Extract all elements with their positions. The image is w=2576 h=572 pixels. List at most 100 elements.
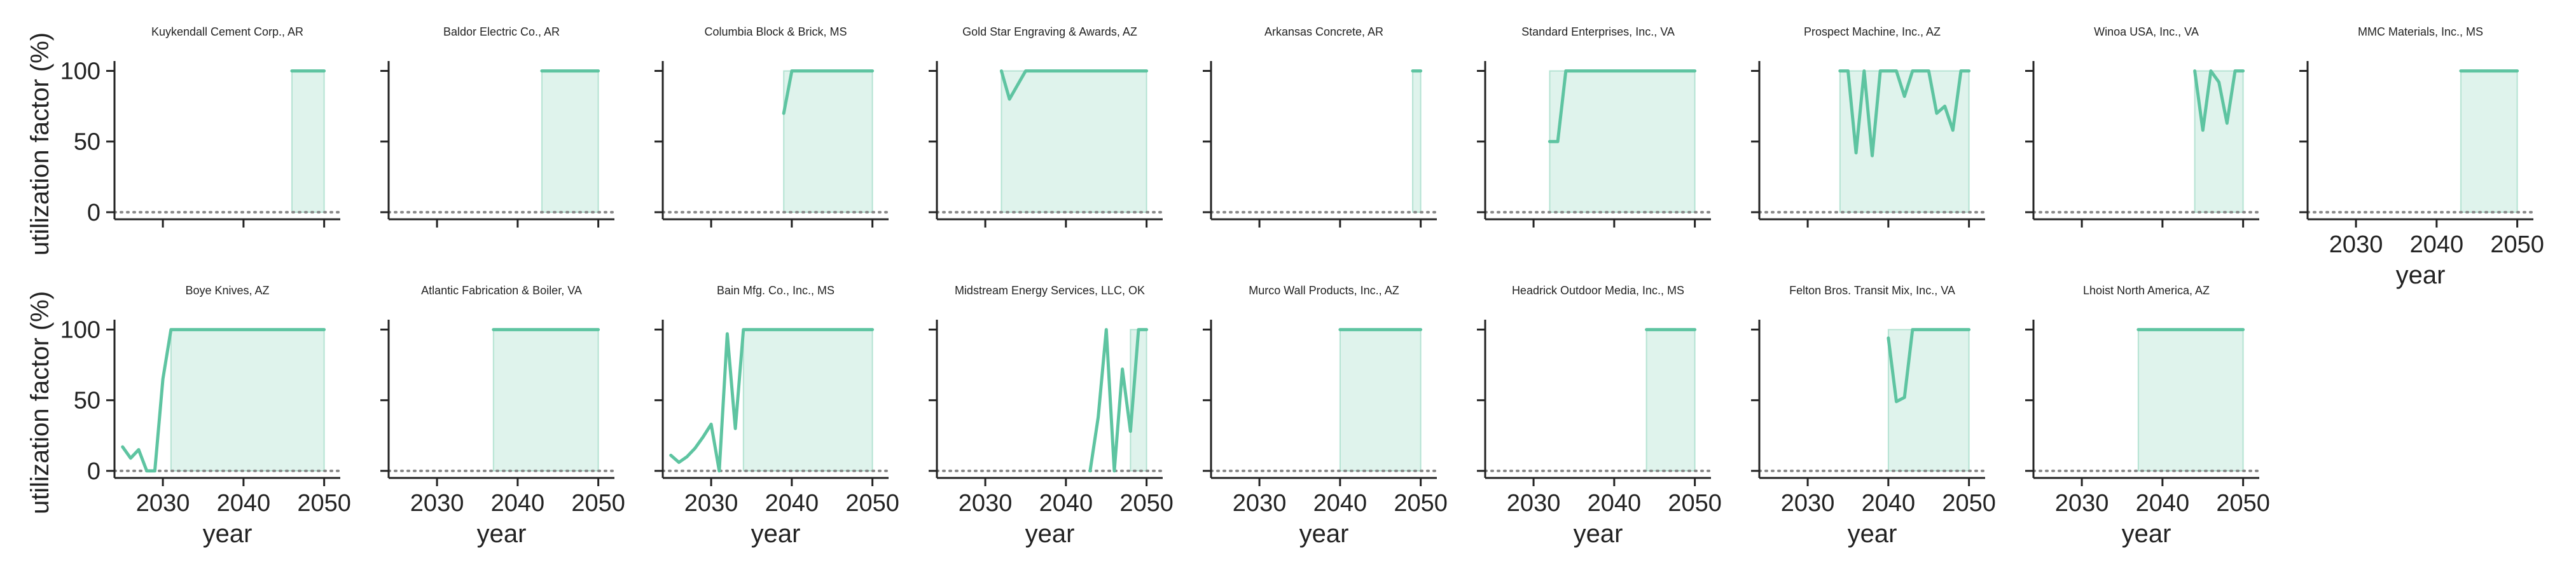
x-tick-label: 2050 [2490, 231, 2544, 258]
data-point [1911, 329, 1914, 331]
x-axis-label: year [2396, 261, 2446, 289]
data-point [791, 70, 793, 72]
data-point [1694, 70, 1696, 72]
data-point [1951, 129, 1954, 132]
data-point [1895, 400, 1898, 403]
subplot-title: Lhoist North America, AZ [2083, 284, 2210, 297]
subplot-6: Prospect Machine, Inc., AZ [1751, 25, 1986, 228]
subplot-12: Midstream Energy Services, LLC, OK 2030 20… [929, 284, 1174, 548]
x-tick-label: 2030 [684, 490, 738, 517]
y-tick-label: 100 [60, 317, 100, 344]
active-period-shade [1645, 329, 1696, 472]
data-point [1920, 70, 1922, 72]
data-point [1000, 70, 1002, 72]
subplot-title: MMC Materials, Inc., MS [2358, 25, 2483, 38]
data-point [1846, 70, 1849, 72]
data-point [1944, 105, 1946, 107]
x-tick-label: 2040 [765, 490, 819, 517]
data-point [734, 427, 737, 430]
data-point [1903, 95, 1906, 98]
subplot-3: Gold Star Engraving & Awards, AZ [929, 25, 1164, 228]
x-tick-label: 2050 [571, 490, 625, 517]
y-axis-label: utilization factor (%) [26, 32, 54, 255]
data-point [492, 329, 495, 331]
x-axis-label: year [1574, 520, 1623, 548]
subplot-8: MMC Materials, Inc., MS 2030 2040 2050 year [2299, 25, 2544, 289]
y-axis-label: utilization factor (%) [26, 291, 54, 514]
data-point [1565, 70, 1567, 72]
y-tick-label: 50 [74, 129, 100, 156]
active-period-shade [742, 329, 873, 472]
subplot-14: Headrick Outdoor Media, Inc., MS 2030 2040… [1477, 284, 1722, 548]
active-period-shade [2137, 329, 2244, 472]
subplot-5: Standard Enterprises, Inc., VA [1477, 25, 1712, 228]
data-point [2516, 70, 2519, 72]
x-axis-label: year [203, 520, 253, 548]
data-point [1927, 70, 1930, 72]
subplot-title: Midstream Energy Services, LLC, OK [955, 284, 1145, 297]
subplot-4: Arkansas Concrete, AR [1203, 25, 1438, 228]
data-point [2460, 70, 2462, 72]
y-tick-label: 0 [87, 200, 100, 226]
y-tick-label: 50 [74, 388, 100, 414]
x-tick-label: 2030 [2329, 231, 2383, 258]
subplot-title: Prospect Machine, Inc., AZ [1804, 25, 1941, 38]
active-period-shade [2194, 70, 2244, 213]
y-tick-label: 100 [60, 58, 100, 85]
data-point [1146, 70, 1148, 72]
data-point [1137, 329, 1140, 331]
data-point [742, 329, 745, 331]
utilization-line [999, 69, 1149, 101]
subplot-16: Lhoist North America, AZ 2030 2040 2050 year [2025, 284, 2270, 548]
x-tick-label: 2030 [1507, 490, 1561, 517]
subplot-title: Atlantic Fabrication & Boiler, VA [421, 284, 582, 297]
data-point [1968, 329, 1970, 331]
data-point [1420, 70, 1422, 72]
subplot-title: Gold Star Engraving & Awards, AZ [962, 25, 1137, 38]
subplot-title: Kuykendall Cement Corp., AR [151, 25, 303, 38]
data-point [677, 461, 680, 464]
subplot-title: Arkansas Concrete, AR [1264, 25, 1383, 38]
x-tick-label: 2030 [2055, 490, 2109, 517]
x-tick-label: 2030 [1233, 490, 1287, 517]
x-tick-label: 2040 [2136, 490, 2190, 517]
x-tick-label: 2040 [1862, 490, 1916, 517]
data-point [2201, 129, 2204, 132]
data-point [871, 329, 874, 331]
x-tick-label: 2040 [217, 490, 271, 517]
subplot-10: Atlantic Fabrication & Boiler, VA 2030 204… [380, 284, 625, 548]
data-point [1024, 70, 1027, 72]
x-tick-label: 2050 [2216, 490, 2270, 517]
subplot-title: Winoa USA, Inc., VA [2094, 25, 2199, 38]
data-point [1839, 70, 1841, 72]
data-point [1855, 152, 1857, 154]
data-point [121, 446, 124, 448]
data-point [1871, 154, 1873, 157]
active-period-shade [1001, 70, 1147, 213]
subplot-1: Baldor Electric Co., AR [380, 25, 616, 228]
data-point [1105, 329, 1107, 331]
utilization-line [121, 328, 326, 473]
x-tick-label: 2050 [1942, 490, 1996, 517]
data-point [170, 329, 172, 331]
active-period-shade [1339, 329, 1422, 472]
data-point [2194, 70, 2196, 72]
subplot-15: Felton Bros. Transit Mix, Inc., VA 2030 20… [1751, 284, 1996, 548]
data-point [2218, 81, 2220, 83]
data-point [323, 329, 326, 331]
active-period-shade [541, 70, 599, 213]
data-point [1935, 112, 1938, 114]
x-tick-label: 2050 [1119, 490, 1174, 517]
x-axis-label: year [2122, 520, 2171, 548]
x-tick-label: 2030 [410, 490, 464, 517]
subplot-7: Winoa USA, Inc., VA [2025, 25, 2261, 228]
data-point [1694, 329, 1696, 331]
x-tick-label: 2030 [959, 490, 1013, 517]
utilization-line [1548, 69, 1697, 144]
data-point [694, 447, 696, 449]
data-point [129, 457, 132, 460]
active-period-shade [2460, 70, 2518, 213]
data-point [162, 378, 164, 380]
x-tick-label: 2040 [2410, 231, 2464, 258]
subplot-2: Columbia Block & Brick, MS [654, 25, 890, 228]
